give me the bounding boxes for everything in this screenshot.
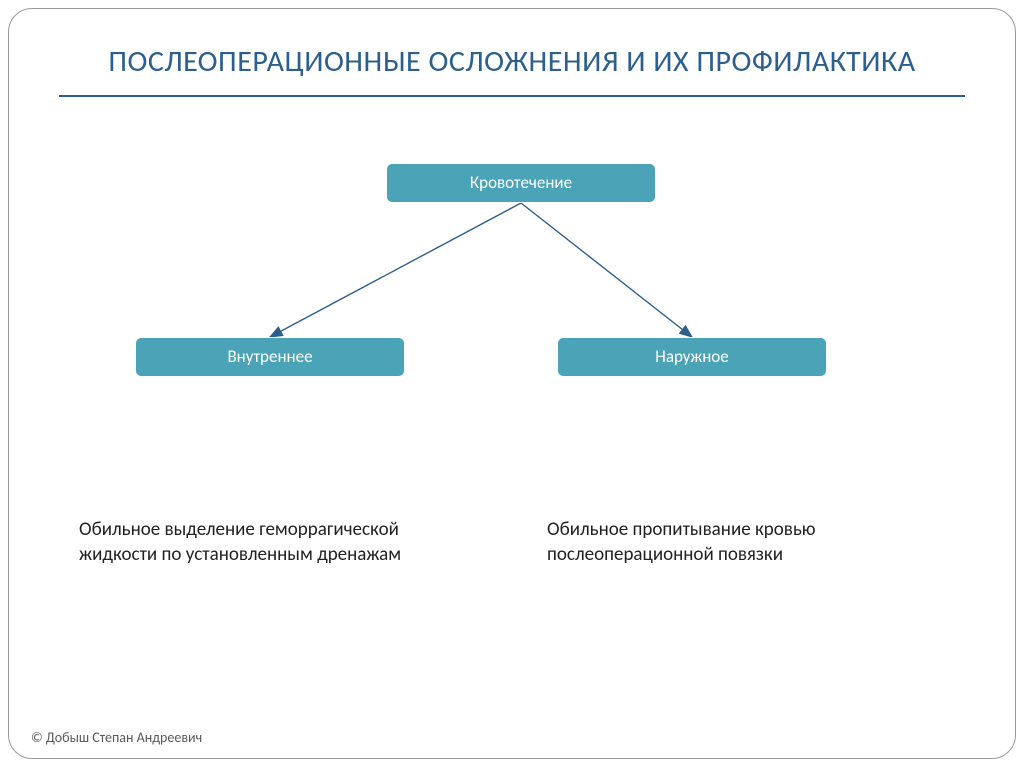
diagram-area: Кровотечение Внутреннее Наружное <box>9 97 1015 517</box>
description-right: Обильное пропитывание кровью послеоперац… <box>547 517 945 568</box>
node-left: Внутреннее <box>135 337 405 377</box>
edge-root-right <box>521 203 692 337</box>
node-root: Кровотечение <box>386 163 656 203</box>
footer-credit: © Добыш Степан Андреевич <box>31 729 202 746</box>
edge-root-left <box>270 203 521 337</box>
description-left: Обильное выделение геморрагической жидко… <box>79 517 477 568</box>
descriptions: Обильное выделение геморрагической жидко… <box>9 517 1015 568</box>
node-right: Наружное <box>557 337 827 377</box>
slide-frame: ПОСЛЕОПЕРАЦИОННЫЕ ОСЛОЖНЕНИЯ И ИХ ПРОФИЛ… <box>8 8 1016 759</box>
page-title: ПОСЛЕОПЕРАЦИОННЫЕ ОСЛОЖНЕНИЯ И ИХ ПРОФИЛ… <box>9 43 1015 81</box>
connector-layer <box>9 97 1016 517</box>
